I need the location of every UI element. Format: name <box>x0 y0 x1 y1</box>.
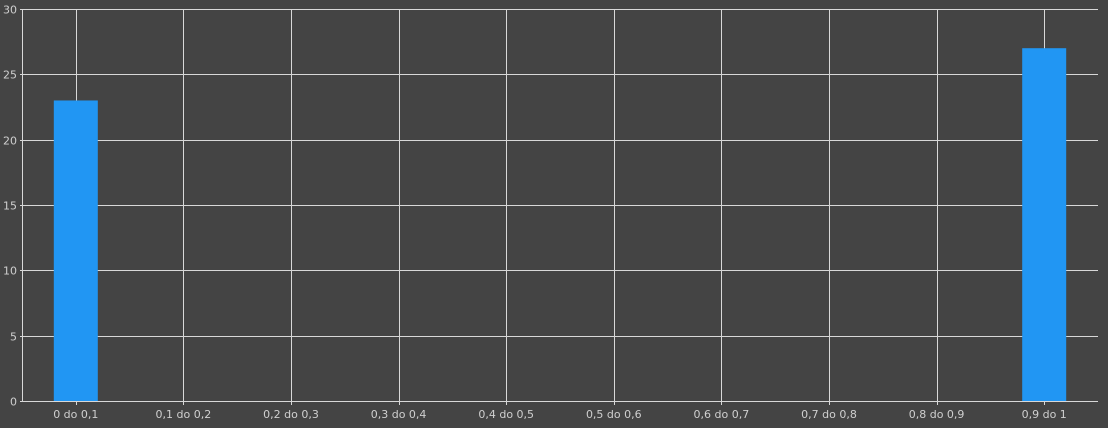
x-tick-label: 0,4 do 0,5 <box>478 408 534 421</box>
x-axis-tick-labels: 0 do 0,1 0,1 do 0,2 0,2 do 0,3 0,3 do 0,4 0,… <box>53 408 1067 421</box>
y-tick-label: 30 <box>3 4 17 17</box>
y-tick-label: 15 <box>3 200 17 213</box>
y-tick-label: 25 <box>3 69 17 82</box>
bar[interactable] <box>53 100 98 401</box>
bars <box>53 48 1067 401</box>
y-tick-label: 5 <box>10 331 17 344</box>
x-tick-label: 0,6 do 0,7 <box>694 408 750 421</box>
x-tick-label: 0,9 do 1 <box>1022 408 1067 421</box>
y-tick-label: 0 <box>10 396 17 409</box>
bar[interactable] <box>1022 48 1067 401</box>
grid-lines <box>20 9 1098 405</box>
y-axis-tick-labels: 0 5 10 15 20 25 30 <box>3 4 17 409</box>
y-tick-label: 20 <box>3 135 17 148</box>
x-tick-label: 0,8 do 0,9 <box>909 408 965 421</box>
x-tick-label: 0 do 0,1 <box>53 408 98 421</box>
x-tick-label: 0,7 do 0,8 <box>801 408 857 421</box>
y-tick-label: 10 <box>3 265 17 278</box>
x-tick-label: 0,3 do 0,4 <box>371 408 427 421</box>
x-tick-label: 0,2 do 0,3 <box>263 408 319 421</box>
x-tick-label: 0,1 do 0,2 <box>156 408 212 421</box>
x-tick-label: 0,5 do 0,6 <box>586 408 642 421</box>
